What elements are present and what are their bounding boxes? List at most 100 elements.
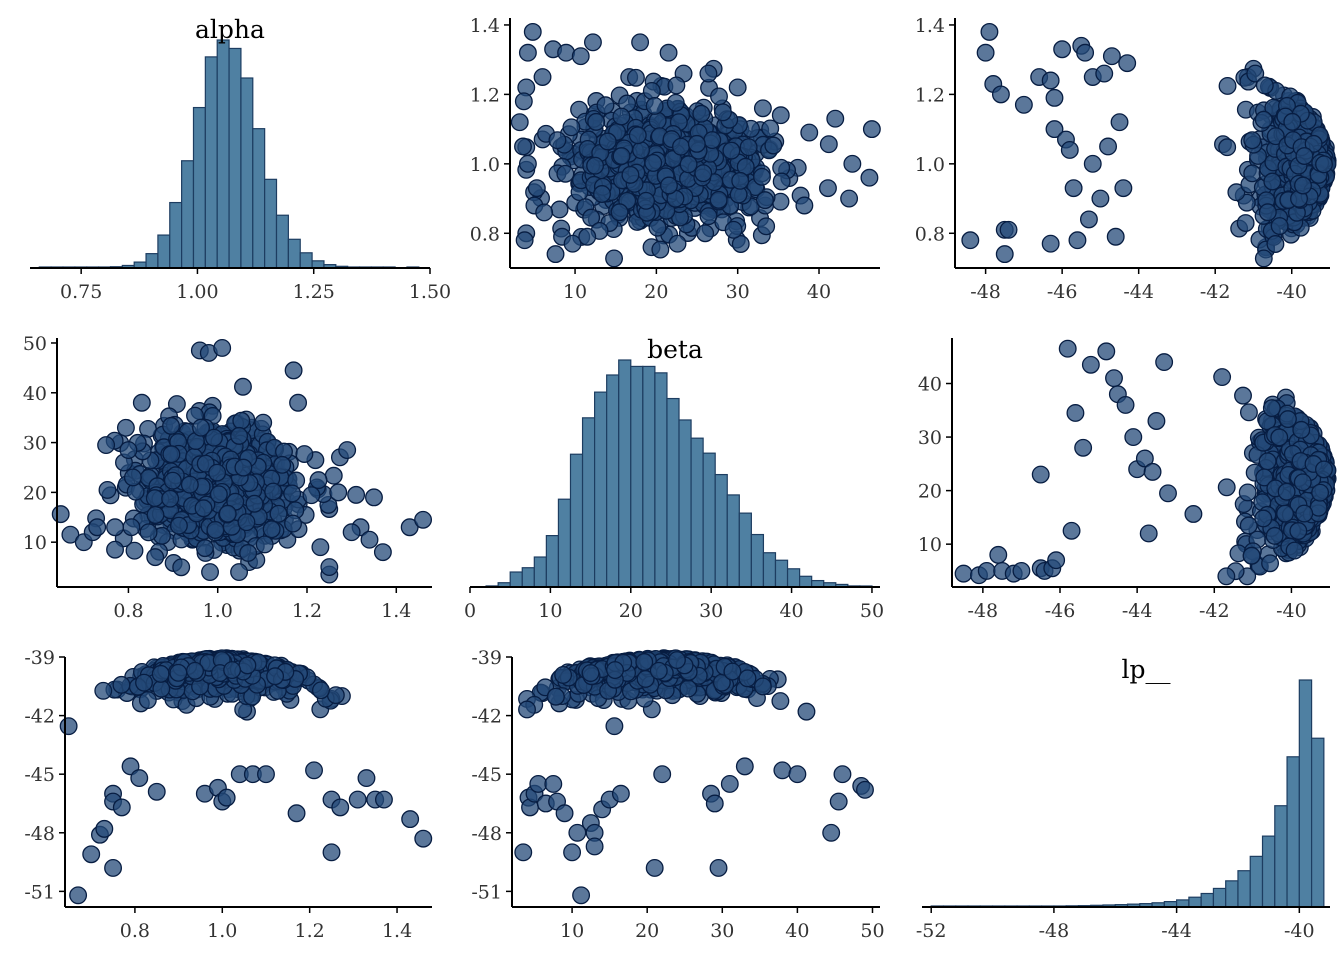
alpha-hist-bar bbox=[299, 252, 313, 269]
beta-vs-alpha-point bbox=[533, 68, 552, 86]
alpha-vs-lp-point bbox=[147, 782, 166, 801]
alpha-vs-lp-y-tick-label: -45 bbox=[24, 764, 55, 786]
beta-vs-alpha-point bbox=[644, 153, 663, 172]
beta-vs-alpha-x-tick-label: 20 bbox=[644, 281, 668, 303]
lp-vs-alpha-y-tick-label: 1.4 bbox=[915, 15, 945, 37]
lp-vs-alpha-point bbox=[1254, 249, 1273, 268]
beta-hist-x-tick-label: 10 bbox=[538, 600, 562, 622]
beta-vs-alpha-point bbox=[860, 168, 879, 187]
alpha-vs-beta-point bbox=[309, 471, 328, 490]
lp-vs-beta-point bbox=[1105, 369, 1123, 388]
alpha-vs-beta-point bbox=[232, 411, 251, 430]
alpha-hist-bar bbox=[145, 253, 159, 269]
alpha-vs-beta-point bbox=[245, 494, 264, 513]
alpha-vs-lp-point bbox=[322, 843, 341, 862]
lp-vs-alpha-point bbox=[1266, 235, 1285, 253]
lp-vs-alpha-point bbox=[1227, 183, 1246, 202]
lp-vs-alpha-point bbox=[999, 220, 1018, 239]
beta-hist-bar bbox=[666, 397, 680, 588]
lp-vs-alpha-point bbox=[1045, 88, 1064, 107]
alpha-vs-beta-point bbox=[209, 485, 228, 504]
alpha-vs-lp-y-tick-label: -42 bbox=[24, 706, 55, 728]
alpha-vs-beta-point bbox=[123, 468, 142, 487]
alpha-vs-beta-point bbox=[208, 463, 227, 482]
alpha-vs-beta-point bbox=[132, 393, 151, 412]
alpha-hist-x-tick-label: 1.50 bbox=[409, 281, 451, 303]
beta-hist-x-tick-label: 20 bbox=[619, 600, 643, 622]
alpha-vs-beta-point bbox=[51, 505, 70, 524]
alpha-hist-x-tick-label: 1.00 bbox=[176, 281, 218, 303]
lp-vs-beta-point bbox=[1074, 438, 1093, 457]
alpha-vs-beta-point bbox=[145, 489, 164, 508]
alpha-vs-beta-point bbox=[262, 520, 281, 539]
lp-vs-beta-point bbox=[1289, 522, 1308, 540]
beta-vs-alpha-point bbox=[724, 220, 743, 239]
beta-vs-alpha-point bbox=[668, 234, 687, 253]
lp-vs-alpha-point bbox=[1106, 227, 1125, 246]
lp-vs-alpha-point bbox=[1258, 203, 1277, 222]
beta-hist-bar bbox=[521, 567, 535, 588]
beta-vs-alpha-point bbox=[562, 118, 581, 137]
alpha-vs-beta-point bbox=[324, 466, 343, 485]
beta-vs-alpha-point bbox=[679, 155, 698, 174]
beta-vs-alpha-point bbox=[642, 82, 661, 100]
alpha-hist-bar bbox=[181, 160, 195, 269]
alpha-vs-beta-y-tick-label: 10 bbox=[23, 532, 47, 554]
lp-vs-beta-point bbox=[1238, 483, 1257, 502]
alpha-vs-lp-point bbox=[135, 673, 153, 692]
alpha-vs-beta-point bbox=[414, 510, 433, 529]
beta-vs-alpha-point bbox=[515, 231, 534, 250]
alpha-vs-beta-point bbox=[254, 413, 273, 432]
beta-vs-alpha-point bbox=[666, 93, 685, 112]
alpha-vs-beta-y-tick-label: 30 bbox=[23, 433, 47, 455]
beta-hist-bar bbox=[786, 568, 801, 588]
alpha-vs-beta-point bbox=[239, 544, 258, 562]
beta-vs-alpha-point bbox=[621, 165, 640, 184]
lp-vs-beta-point bbox=[977, 561, 996, 580]
lp-vs-alpha-point bbox=[1079, 210, 1098, 229]
beta-vs-alpha-point bbox=[672, 137, 690, 156]
alpha-vs-lp-point bbox=[266, 667, 285, 686]
beta-vs-alpha-point bbox=[527, 179, 546, 198]
alpha-vs-beta-point bbox=[234, 377, 252, 396]
beta-vs-alpha-point bbox=[710, 87, 728, 106]
beta-hist-bar bbox=[557, 498, 572, 588]
alpha-vs-beta-point bbox=[234, 458, 253, 477]
beta-hist-bar bbox=[618, 359, 632, 588]
beta-vs-alpha-x-tick-label: 10 bbox=[563, 281, 587, 303]
beta-vs-alpha-point bbox=[772, 172, 791, 191]
beta-vs-alpha-panel: 0.81.01.21.410 20 30 40 bbox=[470, 15, 881, 303]
beta-vs-alpha-point bbox=[819, 135, 838, 154]
lp-vs-beta-point bbox=[1143, 462, 1162, 481]
lp-vs-alpha-point bbox=[1076, 43, 1095, 62]
beta-vs-alpha-point bbox=[757, 217, 776, 236]
alpha-vs-lp-point bbox=[151, 664, 170, 683]
beta-hist-bar bbox=[594, 391, 608, 588]
lp-vs-beta-point bbox=[1234, 386, 1252, 405]
beta-vs-alpha-point bbox=[514, 137, 532, 156]
beta-vs-alpha-point bbox=[713, 103, 732, 122]
alpha-vs-beta-point bbox=[162, 445, 181, 464]
beta-vs-alpha-y-tick-label: 0.8 bbox=[470, 223, 500, 245]
lp-vs-beta-y-tick-label: 20 bbox=[918, 481, 942, 503]
beta-vs-alpha-point bbox=[696, 224, 715, 243]
beta-vs-alpha-point bbox=[795, 196, 814, 215]
lp-vs-beta-point bbox=[1315, 460, 1333, 479]
beta-vs-alpha-point bbox=[557, 43, 576, 62]
beta-vs-alpha-point bbox=[612, 147, 631, 165]
lp-vs-alpha-point bbox=[1099, 137, 1118, 156]
lp-vs-alpha-x-tick-label: -42 bbox=[1200, 281, 1231, 303]
lp-vs-beta-point bbox=[1285, 541, 1304, 560]
alpha-hist-title: alpha bbox=[195, 15, 265, 44]
beta-vs-alpha-y-tick-label: 1.4 bbox=[470, 15, 500, 37]
alpha-vs-beta-point bbox=[230, 563, 249, 582]
alpha-vs-beta-point bbox=[180, 475, 199, 494]
lp-vs-beta-point bbox=[1311, 483, 1330, 502]
beta-vs-alpha-point bbox=[510, 113, 529, 132]
beta-vs-alpha-point bbox=[518, 43, 537, 62]
alpha-hist-bar bbox=[192, 106, 206, 269]
beta-hist-x-tick-label: 0 bbox=[464, 600, 476, 622]
lp-vs-beta-x-tick-label: -48 bbox=[968, 600, 999, 622]
